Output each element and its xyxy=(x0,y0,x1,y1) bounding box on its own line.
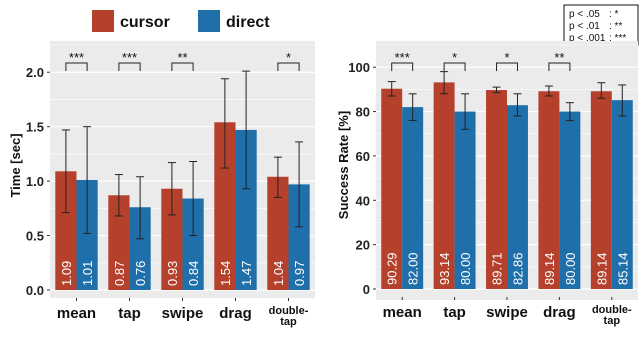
key-p-001: p < .001 xyxy=(569,33,606,44)
bar-value-label: 1.04 xyxy=(271,261,286,286)
bar-value-label: 89.71 xyxy=(490,252,505,285)
key-p-01: p < .01 xyxy=(569,21,600,32)
key-stars-01: : ** xyxy=(609,21,622,32)
y-tick-label: 20 xyxy=(356,238,370,253)
legend: cursor direct xyxy=(92,10,270,32)
bar-direct xyxy=(129,207,151,290)
bar-cursor xyxy=(486,90,507,289)
bar-direct xyxy=(235,129,257,290)
x-tick-label: mean xyxy=(383,304,422,321)
legend-swatch-cursor xyxy=(92,10,114,32)
bar-value-label: 90.29 xyxy=(385,252,400,285)
significance-bracket xyxy=(496,62,518,71)
significance-stars: *** xyxy=(122,50,137,65)
y-tick-label: 0 xyxy=(363,282,370,297)
bar-value-label: 1.09 xyxy=(59,261,74,286)
y-tick-label: 1.5 xyxy=(26,120,44,135)
significance-stars: *** xyxy=(395,50,410,65)
bar-cursor xyxy=(433,82,455,289)
bar-value-label: 85.14 xyxy=(615,252,630,285)
bar-cursor xyxy=(214,122,236,290)
y-axis-title: Time [sec] xyxy=(8,133,23,197)
y-tick-label: 0.0 xyxy=(26,283,44,298)
y-tick-label: 0.5 xyxy=(26,229,44,244)
bar-cursor xyxy=(538,91,560,289)
bar-value-label: 80.00 xyxy=(563,252,578,285)
bar-value-label: 0.87 xyxy=(112,261,127,286)
key-stars-001: : *** xyxy=(609,33,626,44)
significance-stars: * xyxy=(452,50,457,65)
y-tick-label: 2.0 xyxy=(26,65,44,80)
bar-value-label: 0.76 xyxy=(133,261,148,286)
significance-stars: ** xyxy=(177,50,187,65)
significance-stars: * xyxy=(286,50,291,65)
significance-bracket xyxy=(65,62,88,71)
bar-value-label: 82.86 xyxy=(510,252,525,285)
bar-value-label: 93.14 xyxy=(437,252,452,285)
y-axis-title: Success Rate [%] xyxy=(336,111,351,219)
bar-direct xyxy=(559,111,581,289)
x-tick-label: mean xyxy=(57,305,96,322)
legend-swatch-direct xyxy=(198,10,220,32)
bar-value-label: 1.47 xyxy=(239,261,254,286)
significance-bracket xyxy=(548,62,571,71)
x-tick-label: swipe xyxy=(162,305,204,322)
significance-bracket xyxy=(391,62,414,71)
significance-bracket xyxy=(443,62,466,71)
bar-value-label: 80.00 xyxy=(458,252,473,285)
bar-value-label: 1.01 xyxy=(80,261,95,286)
bar-cursor xyxy=(161,188,183,290)
bar-direct xyxy=(288,184,310,290)
significance-stars: *** xyxy=(69,50,84,65)
bar-value-label: 0.84 xyxy=(186,261,201,286)
bar-cursor xyxy=(267,176,289,290)
significance-bracket xyxy=(171,62,194,71)
bar-direct xyxy=(454,111,476,289)
x-tick-label: tap xyxy=(118,305,141,322)
bar-value-label: 89.14 xyxy=(542,252,557,285)
y-tick-label: 100 xyxy=(348,60,370,75)
y-tick-label: 60 xyxy=(356,149,370,164)
key-stars-05: : * xyxy=(609,9,619,20)
x-tick-label: double- xyxy=(592,304,632,316)
bar-value-label: 1.54 xyxy=(218,261,233,286)
bar-value-label: 89.14 xyxy=(594,252,609,285)
significance-key-box xyxy=(563,4,639,46)
x-tick-label: drag xyxy=(543,304,576,321)
legend-label-cursor: cursor xyxy=(120,14,170,31)
x-tick-label: drag xyxy=(219,305,252,322)
y-tick-label: 40 xyxy=(356,193,370,208)
significance-stars: ** xyxy=(554,50,564,65)
bar-direct xyxy=(507,105,528,290)
bar-cursor xyxy=(108,195,130,290)
x-tick-label: tap xyxy=(604,315,621,327)
key-p-05: p < .05 xyxy=(569,9,600,20)
bar-direct xyxy=(402,107,424,289)
bar-value-label: 0.93 xyxy=(165,261,180,286)
x-tick-label: double- xyxy=(269,305,309,317)
x-tick-label: tap xyxy=(280,316,297,328)
significance-bracket xyxy=(277,62,300,71)
bar-cursor xyxy=(381,88,403,289)
bar-direct xyxy=(76,180,98,290)
x-tick-label: swipe xyxy=(486,304,528,321)
significance-key: p < .05 : * p < .01 : ** p < .001 : *** xyxy=(563,4,639,46)
significance-stars: * xyxy=(504,50,509,65)
legend-label-direct: direct xyxy=(226,14,270,31)
bar-value-label: 0.97 xyxy=(292,261,307,286)
bar-direct xyxy=(611,100,633,289)
bar-value-label: 82.00 xyxy=(406,252,421,285)
x-tick-label: tap xyxy=(443,304,466,321)
bar-direct xyxy=(182,198,204,290)
bar-cursor xyxy=(55,171,77,290)
y-tick-label: 1.0 xyxy=(26,174,44,189)
significance-bracket xyxy=(118,62,141,71)
bar-cursor xyxy=(590,91,612,289)
y-tick-label: 80 xyxy=(356,105,370,120)
